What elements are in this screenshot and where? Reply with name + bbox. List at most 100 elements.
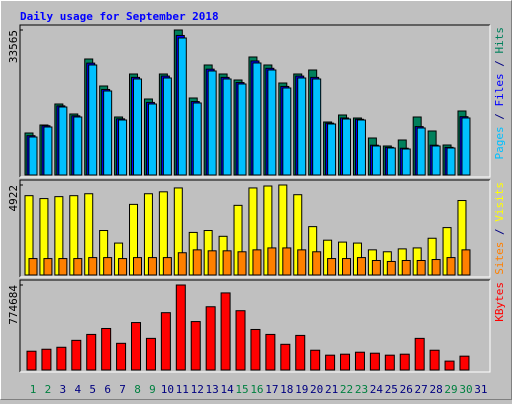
bar [399, 353, 410, 371]
bar [461, 249, 471, 276]
bar [371, 145, 381, 176]
legend-separator: / [493, 107, 506, 127]
x-tick-label: 18 [280, 383, 293, 396]
bar [103, 257, 113, 276]
x-tick-label: 16 [250, 383, 263, 396]
x-tick-label: 3 [60, 383, 67, 396]
bar [327, 258, 337, 276]
panel-border-dark [19, 179, 490, 277]
legend-entry: Sites [493, 242, 506, 275]
bar [401, 259, 411, 276]
bar [147, 103, 157, 176]
chart-title: Daily usage for September 2018 [20, 10, 219, 23]
bar [222, 250, 232, 276]
legend-entry: KBytes [493, 282, 506, 322]
bar [222, 78, 232, 176]
bar [58, 258, 68, 276]
bar [459, 355, 470, 371]
bar [416, 127, 426, 176]
bar [73, 116, 83, 176]
panel-border-light [20, 180, 491, 278]
bar [342, 258, 352, 276]
bar [162, 257, 172, 276]
bar [414, 337, 425, 371]
x-tick-label: 21 [325, 383, 338, 396]
y-tick-label: 33565 [7, 30, 20, 63]
bar [237, 83, 247, 176]
x-tick-label: 24 [370, 383, 384, 396]
x-tick-label: 19 [295, 383, 308, 396]
bar [386, 260, 396, 276]
bar [252, 249, 262, 276]
x-tick-label: 28 [429, 383, 442, 396]
x-tick-label: 2 [45, 383, 52, 396]
bar [252, 62, 262, 176]
bar [310, 349, 321, 371]
bar [416, 259, 426, 276]
x-tick-label: 4 [74, 383, 81, 396]
bar [295, 334, 306, 371]
bar [235, 310, 246, 371]
bar [192, 102, 202, 176]
bar [28, 136, 38, 176]
bar [58, 106, 68, 176]
x-tick-label: 8 [134, 383, 141, 396]
bar [131, 322, 142, 371]
bar [386, 147, 396, 176]
bar [26, 350, 37, 371]
panel-border-light [20, 25, 491, 178]
bar [446, 147, 456, 176]
bar [41, 348, 52, 371]
y-tick-label: 4922 [7, 185, 20, 212]
x-tick-label: 11 [176, 383, 189, 396]
bar [43, 126, 53, 176]
bar [207, 70, 217, 176]
bar [340, 353, 351, 371]
x-tick-label: 6 [104, 383, 111, 396]
bar [147, 257, 157, 276]
legend-entry: Files [493, 73, 506, 106]
bar [265, 333, 276, 371]
bar [207, 250, 217, 276]
bar [133, 257, 143, 276]
x-tick-label: 14 [220, 383, 234, 396]
panel-border-dark [19, 24, 490, 177]
bar [73, 258, 83, 276]
bar [384, 354, 395, 371]
bar [177, 252, 187, 276]
bar [162, 77, 172, 176]
bar [133, 78, 143, 176]
bar [401, 148, 411, 176]
legend: Pages / Files / Hits [493, 27, 506, 160]
bar [118, 258, 128, 276]
bar [431, 145, 441, 176]
bar [116, 342, 127, 371]
x-tick-label: 15 [235, 383, 248, 396]
bar [429, 349, 440, 371]
bar [160, 312, 171, 371]
bar [282, 247, 292, 276]
bar [192, 249, 202, 276]
legend-entry: Hits [493, 27, 506, 54]
bar [101, 327, 112, 371]
y-tick-label: 774684 [7, 285, 20, 325]
panel-border-light [20, 280, 491, 373]
bar [86, 333, 97, 371]
bar [103, 90, 113, 176]
x-tick-label: 30 [459, 383, 472, 396]
legend-separator: / [493, 222, 506, 242]
x-tick-label: 25 [385, 383, 398, 396]
bar [356, 119, 366, 176]
legend-entry: Pages [493, 126, 506, 159]
bar [325, 354, 336, 371]
x-tick-label: 10 [161, 383, 174, 396]
x-tick-label: 20 [310, 383, 323, 396]
x-tick-label: 27 [415, 383, 428, 396]
bar [356, 257, 366, 276]
bar [431, 259, 441, 276]
bar [220, 292, 231, 371]
x-tick-label: 31 [474, 383, 487, 396]
x-tick-label: 7 [119, 383, 126, 396]
x-tick-label: 1 [30, 383, 37, 396]
